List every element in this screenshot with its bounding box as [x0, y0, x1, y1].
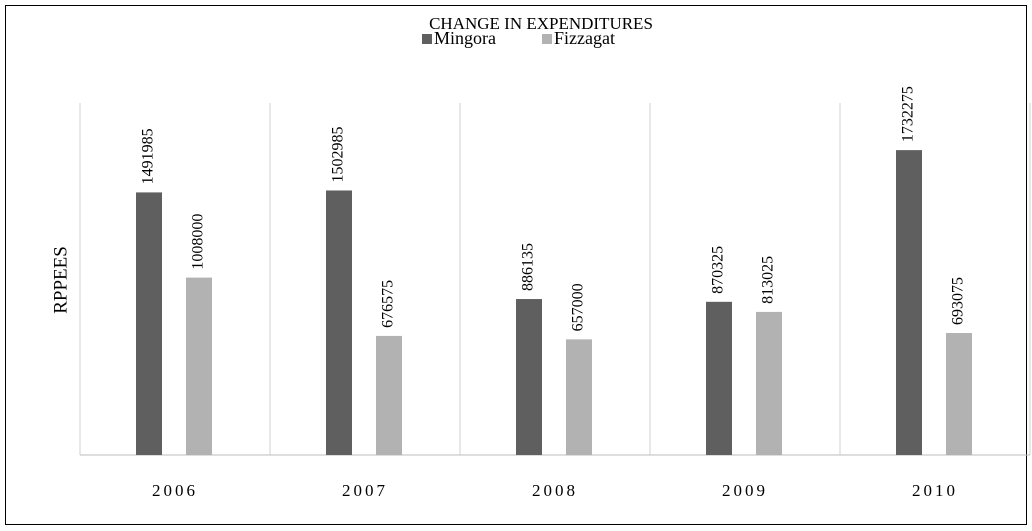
bar [946, 333, 972, 455]
value-label: 1491985 [140, 128, 157, 184]
value-label: 813025 [760, 256, 777, 304]
value-label: 657000 [570, 283, 587, 331]
value-label: 870325 [710, 246, 727, 294]
value-label: 1502985 [330, 126, 347, 182]
x-tick-label: 2006 [152, 481, 198, 500]
legend-swatch [422, 34, 432, 44]
value-label: 1732275 [900, 86, 917, 142]
value-label: 693075 [950, 277, 967, 325]
bar [516, 299, 542, 455]
value-label: 886135 [520, 243, 537, 291]
value-label: 676575 [380, 280, 397, 328]
bar [136, 192, 162, 455]
bar [326, 190, 352, 455]
legend-swatch [542, 34, 552, 44]
y-axis-label: RPPEES [50, 246, 71, 314]
legend-label: Mingora [434, 28, 496, 48]
x-tick-label: 2009 [722, 481, 768, 500]
bar [566, 339, 592, 455]
x-tick-label: 2008 [532, 481, 578, 500]
x-tick-label: 2007 [342, 481, 388, 500]
bar [896, 150, 922, 455]
bar [756, 311, 782, 455]
bar [186, 277, 212, 455]
chart-title: CHANGE IN EXPENDITURES [429, 14, 653, 33]
value-label: 1008000 [190, 214, 207, 270]
legend-label: Fizzagat [554, 28, 615, 48]
bar [376, 335, 402, 455]
bar [706, 301, 732, 455]
x-tick-label: 2010 [912, 481, 958, 500]
